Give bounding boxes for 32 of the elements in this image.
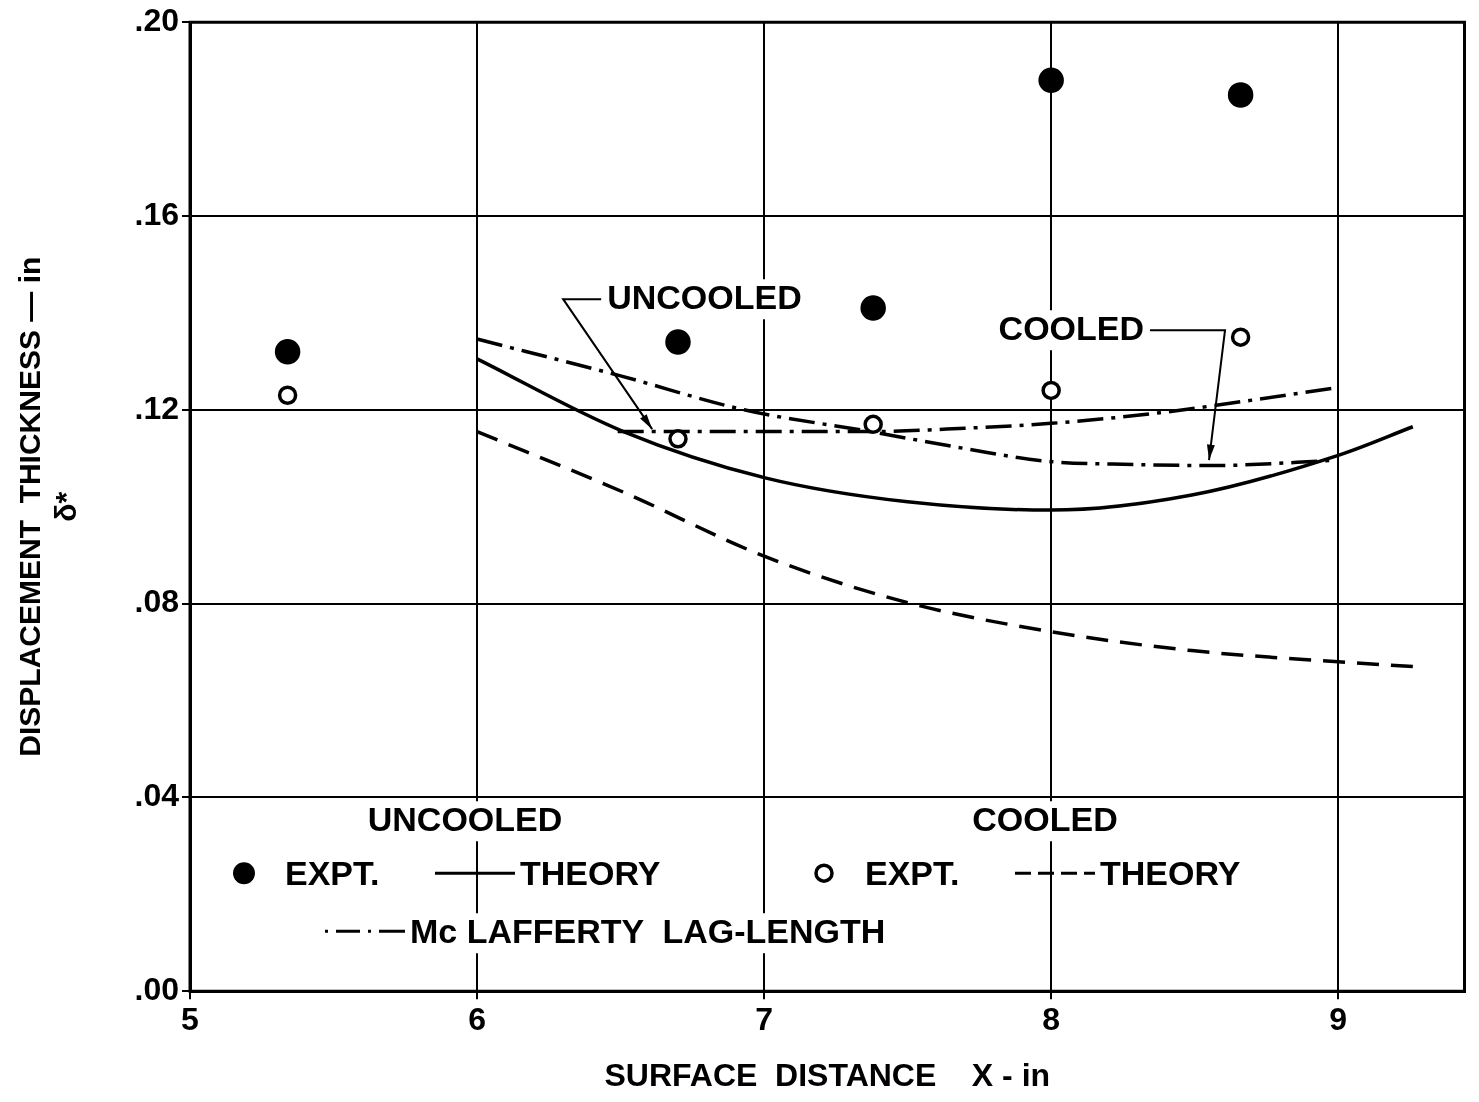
point (860, 295, 886, 321)
x-tick-label: 5 (181, 1001, 199, 1038)
legend-label: EXPT. (865, 853, 960, 892)
point (863, 414, 883, 435)
y-tick-label: .00 (134, 971, 179, 1008)
y-axis-title: DISPLACEMENT THICKNESS — in δ* (13, 256, 83, 757)
annotation: UNCOOLED (367, 799, 563, 838)
point (1227, 82, 1254, 108)
legend-label: Mc LAFFERTY LAG-LENGTH (410, 911, 886, 950)
y-tick-label: .04 (134, 777, 180, 814)
x-tick-label: 8 (1042, 1001, 1061, 1038)
point (274, 338, 301, 365)
y-tick-label: .16 (134, 195, 179, 232)
x-tick-label: 7 (755, 1001, 773, 1038)
point (1230, 327, 1251, 347)
legend-label: THEORY (1100, 853, 1241, 892)
legend-label: EXPT. (285, 853, 380, 892)
point (1041, 380, 1061, 401)
annotation: UNCOOLED (607, 277, 802, 316)
point (1038, 67, 1064, 94)
y-tick-label: .08 (134, 583, 179, 620)
x-tick-label: 6 (468, 1001, 486, 1038)
annotation: COOLED (998, 308, 1145, 347)
y-tick-label: .20 (134, 2, 179, 39)
point (668, 429, 688, 449)
annotation: COOLED (972, 799, 1118, 838)
point (277, 385, 298, 406)
y-tick-label: .12 (134, 389, 179, 426)
x-axis-title: SURFACE DISTANCE X - in (604, 1056, 1051, 1093)
legend-label: THEORY (520, 853, 661, 892)
point (665, 329, 691, 355)
x-tick-label: 9 (1329, 1001, 1348, 1038)
